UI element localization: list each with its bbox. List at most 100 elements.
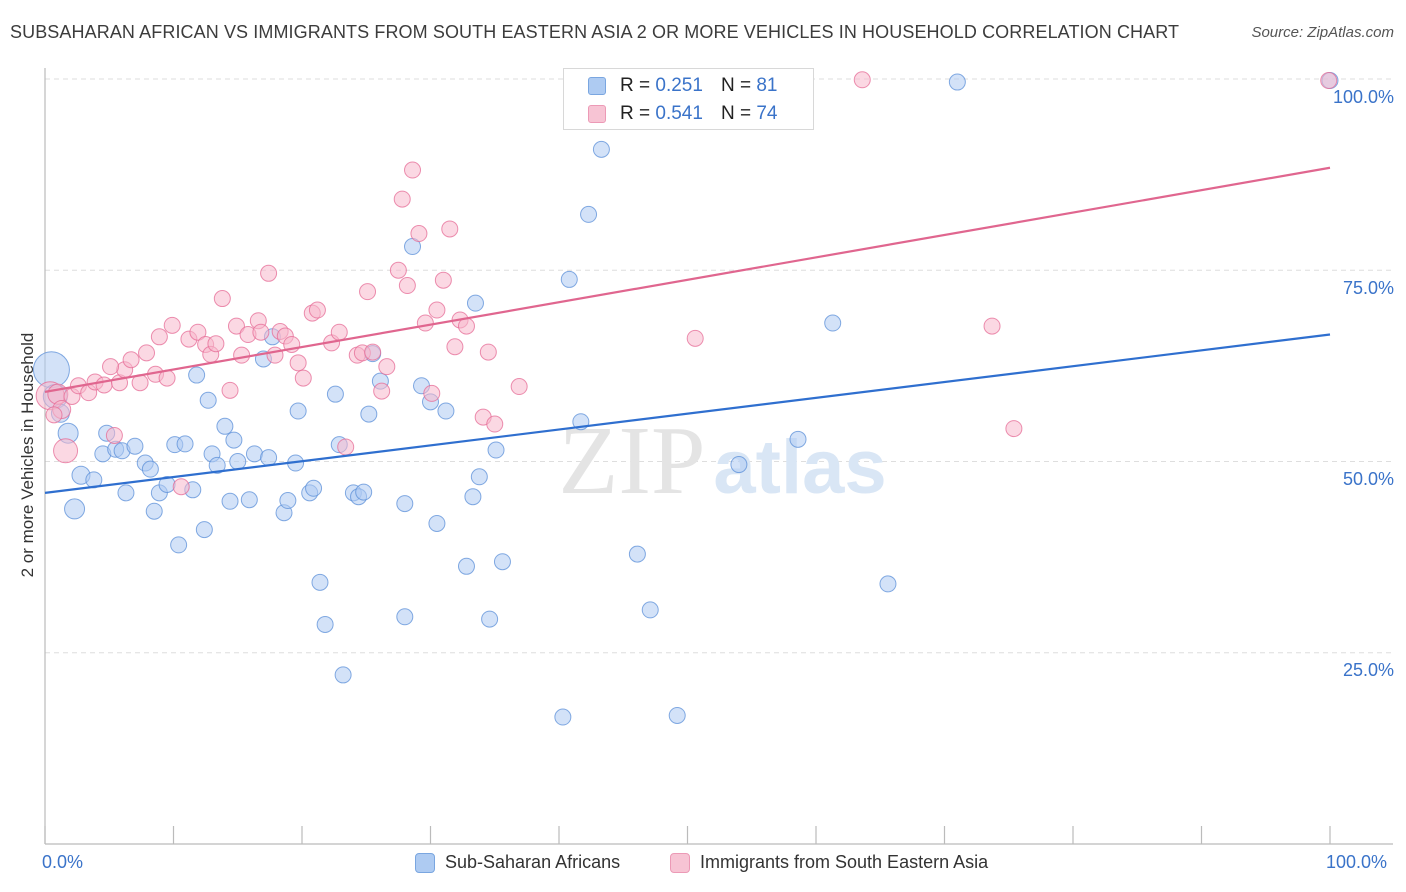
legend-r-label: R = [620,103,651,124]
subsaharan-point [208,456,226,474]
sea-point [359,283,377,301]
gridlines [45,78,1393,654]
sea-point [207,335,225,353]
sea-point [163,316,181,334]
sea-point [416,314,434,332]
y-tick-label-100: 100.0% [1332,87,1394,107]
subsaharan-point [245,445,263,463]
series-legend-swatch-pink [670,852,690,873]
sea-point [105,426,123,444]
subsaharan-point [487,441,505,459]
series-sea-points [35,71,1338,496]
subsaharan-point [316,615,334,633]
sea-point [213,290,231,308]
subsaharan-point [216,417,234,435]
sea-point [122,351,140,369]
subsaharan-point [789,430,807,448]
subsaharan-point [560,270,578,288]
sea-point [378,358,396,376]
subsaharan-point [141,460,159,478]
subsaharan-point [195,521,213,539]
subsaharan-point [457,557,475,575]
sea-point [410,225,428,243]
subsaharan-point [580,205,598,223]
legend-swatch-blue [588,77,606,95]
sea-point [853,71,871,89]
subsaharan-point [126,437,144,455]
sea-point [221,381,239,399]
sea-point [441,220,459,238]
subsaharan-point [229,453,247,470]
sea-point [102,358,120,376]
sea-point [1005,420,1023,438]
legend-r-value: 0.541 [655,103,703,124]
subsaharan-trend-line [44,333,1331,494]
sea-point [266,346,284,364]
axes [44,68,1393,845]
subsaharan-point [334,666,352,684]
sea-point [510,378,528,396]
sea-point [150,328,168,346]
x-tick-label-min: 0.0% [42,852,84,872]
subsaharan-point [360,405,378,423]
subsaharan-point [199,391,217,409]
sea-point [486,415,504,433]
series-legend-subsaharan: Sub-Saharan Africans [415,852,620,873]
subsaharan-point [428,514,446,532]
subsaharan-point [305,479,323,497]
series-legend-label: Sub-Saharan Africans [445,852,621,872]
subsaharan-point [240,491,258,509]
legend-r-value: 0.251 [655,75,703,96]
sea-point [337,438,355,456]
subsaharan-point [466,294,484,312]
sea-point [227,317,245,335]
sea-point [393,190,411,208]
y-tick-label-50: 50.0% [1342,469,1394,489]
sea-point [983,317,1001,335]
series-legend: Sub-Saharan Africans Immigrants from Sou… [0,852,1406,878]
subsaharan-point [260,449,278,467]
watermark: ZIP atlas [559,407,887,515]
sea-point [138,344,156,362]
sea-point [289,354,307,372]
legend-row-sea: R = 0.541 N = 74 [588,102,777,126]
sea-point [294,369,312,387]
legend-n-value: 81 [756,75,778,96]
subsaharan-point [311,573,329,591]
subsaharan-point [948,73,966,91]
sea-point [364,343,382,361]
sea-point [404,161,422,179]
subsaharan-point [355,483,373,501]
legend-swatch-pink [588,105,606,123]
subsaharan-point [170,536,188,554]
subsaharan-point [176,435,194,453]
subsaharan-point [464,488,482,506]
sea-point [330,323,348,341]
legend-n-label: N = [720,75,752,96]
subsaharan-point [437,402,455,420]
sea-point [308,301,326,319]
sea-trend-line [44,166,1331,393]
subsaharan-point [554,708,572,726]
subsaharan-point [326,385,344,403]
subsaharan-point [225,431,243,449]
chart-title: SUBSAHARAN AFRICAN VS IMMIGRANTS FROM SO… [10,22,1180,42]
sea-point [260,264,278,282]
sea-point [446,338,464,356]
sea-point [428,301,446,319]
y-tick-label-25: 25.0% [1342,660,1394,680]
y-tick-label-75: 75.0% [1342,278,1394,298]
subsaharan-point [145,502,163,520]
sea-point [172,478,190,496]
legend-n-label: N = [720,103,752,124]
subsaharan-point [668,706,686,724]
sea-point [389,261,407,279]
subsaharan-point [641,601,659,619]
series-legend-swatch-blue [415,852,435,873]
sea-point [457,317,475,335]
sea-point [423,384,441,402]
subsaharan-point [824,314,842,332]
subsaharan-point [279,492,297,510]
subsaharan-point [493,553,511,571]
